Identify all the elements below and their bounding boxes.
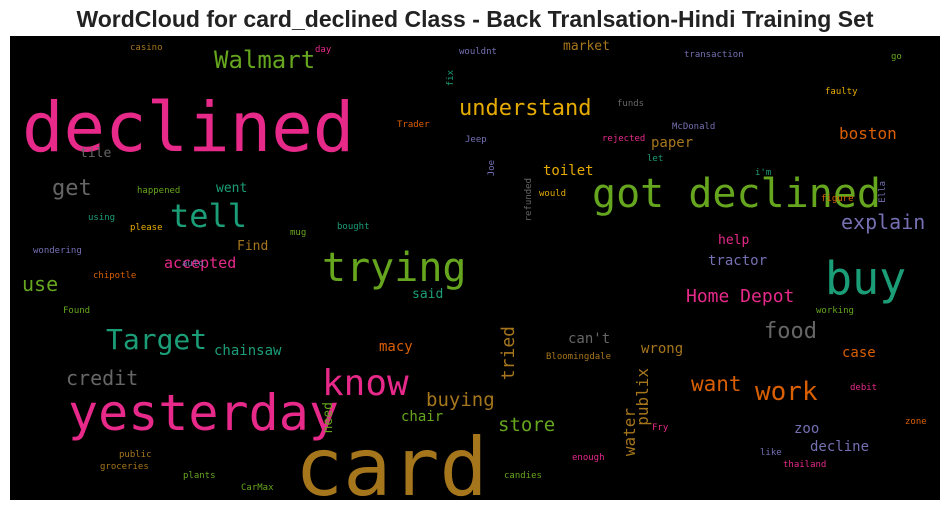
cloud-word-zoo: zoo xyxy=(794,421,820,437)
cloud-word-carmax: CarMax xyxy=(241,483,274,493)
cloud-word-walmart: Walmart xyxy=(214,46,316,74)
cloud-word-plants: plants xyxy=(183,471,216,481)
cloud-word-jeep: Jeep xyxy=(465,135,487,145)
cloud-word-want: want xyxy=(691,372,742,396)
cloud-word-auto: auto xyxy=(182,259,204,269)
cloud-word-yesterday: yesterday xyxy=(68,384,339,442)
cloud-word-know: know xyxy=(322,363,409,404)
cloud-word-wondering: wondering xyxy=(33,246,82,256)
chart-title: WordCloud for card_declined Class - Back… xyxy=(76,6,874,32)
cloud-word-get: get xyxy=(52,176,92,201)
cloud-word-wrong: wrong xyxy=(641,341,684,357)
cloud-word-said: said xyxy=(412,287,444,302)
cloud-word-using: using xyxy=(88,213,116,223)
cloud-word-zone: zone xyxy=(905,417,927,427)
cloud-word-accepted: accepted xyxy=(164,254,237,272)
cloud-word-declined: declined xyxy=(22,88,355,168)
wordcloud-canvas: card declined yesterday buy got declined tryi… xyxy=(10,36,940,500)
cloud-word-chainsaw: chainsaw xyxy=(214,343,282,359)
cloud-word-boston: boston xyxy=(839,124,897,143)
cloud-word-buy: buy xyxy=(825,252,907,305)
cloud-word-chair: chair xyxy=(401,409,444,425)
cloud-word-bloomingdale: Bloomingdale xyxy=(546,352,612,362)
cloud-word-got-declined: got declined xyxy=(592,171,881,217)
cloud-word-find: Find xyxy=(237,239,269,254)
cloud-word-like: like xyxy=(760,448,782,458)
cloud-word-case: case xyxy=(842,345,876,361)
cloud-word-target: Target xyxy=(106,323,208,356)
cloud-word-debit: debit xyxy=(850,383,878,393)
cloud-word-help: help xyxy=(718,233,750,248)
cloud-word-can-t: can't xyxy=(568,331,611,347)
cloud-word-happened: happened xyxy=(137,186,181,196)
cloud-word-wouldnt: wouldnt xyxy=(459,47,497,57)
cloud-word-working: working xyxy=(816,306,854,316)
cloud-word-please: please xyxy=(130,223,163,233)
cloud-word-joe: Joe xyxy=(487,160,497,177)
cloud-word-rejected: rejected xyxy=(602,134,646,144)
cloud-word-chipotle: chipotle xyxy=(93,271,137,281)
cloud-word-would: would xyxy=(539,189,567,199)
cloud-word-enough: enough xyxy=(572,453,605,463)
cloud-word-use: use xyxy=(22,272,59,296)
cloud-word-trader: Trader xyxy=(397,120,430,130)
cloud-word-market: market xyxy=(563,39,610,54)
cloud-word-transaction: transaction xyxy=(684,50,744,60)
cloud-word-went: went xyxy=(216,181,248,196)
cloud-word-decline: decline xyxy=(810,439,870,455)
cloud-word-home-depot: Home Depot xyxy=(686,286,795,307)
cloud-word-groceries: groceries xyxy=(100,462,149,472)
cloud-word-faulty: faulty xyxy=(825,87,858,97)
cloud-word-thailand: thailand xyxy=(783,460,827,470)
cloud-word-ella: Ella xyxy=(878,181,888,203)
cloud-word-day: day xyxy=(315,45,332,55)
cloud-word-go: go xyxy=(891,52,902,62)
cloud-word-food: food xyxy=(764,319,817,344)
cloud-word-tile: tile xyxy=(80,146,112,161)
cloud-word-work: work xyxy=(755,377,818,407)
cloud-word-understand: understand xyxy=(459,96,592,121)
cloud-word-need: need xyxy=(321,402,336,434)
cloud-word-store: store xyxy=(498,414,556,436)
cloud-word-paper: paper xyxy=(651,135,694,151)
cloud-word-candies: candies xyxy=(504,471,542,481)
cloud-word-funds: funds xyxy=(617,99,645,109)
cloud-word-casino: casino xyxy=(130,43,163,53)
cloud-word-tried: tried xyxy=(498,326,519,381)
cloud-word-explain: explain xyxy=(841,210,926,234)
cloud-word-tractor: tractor xyxy=(708,253,768,269)
cloud-word-fry: Fry xyxy=(652,423,669,433)
cloud-word-buying: buying xyxy=(426,389,495,411)
cloud-word-mug: mug xyxy=(290,228,307,238)
cloud-word-fix: fix xyxy=(446,70,456,87)
cloud-word-credit: credit xyxy=(66,366,139,390)
cloud-word-tell: tell xyxy=(170,197,248,235)
cloud-word-mcdonald: McDonald xyxy=(672,122,716,132)
cloud-word-i-m: i'm xyxy=(755,168,772,178)
cloud-word-macy: macy xyxy=(379,339,413,355)
cloud-word-trying: trying xyxy=(322,245,467,291)
cloud-word-found: Found xyxy=(63,306,91,316)
cloud-word-public: public xyxy=(119,450,152,460)
cloud-word-figure: figure xyxy=(821,194,854,204)
cloud-word-card: card xyxy=(295,421,488,501)
cloud-word-toilet: toilet xyxy=(543,163,594,179)
cloud-word-water: water xyxy=(620,408,639,457)
cloud-word-bought: bought xyxy=(337,222,370,232)
cloud-word-refunded: refunded xyxy=(524,178,534,222)
cloud-word-let: let xyxy=(647,154,664,164)
